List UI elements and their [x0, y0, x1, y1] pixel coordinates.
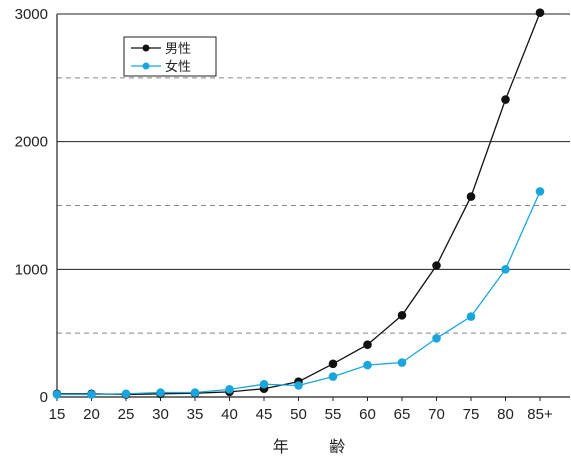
y-tick-label-1000: 1000	[15, 261, 48, 278]
x-tick-label-70: 70	[428, 406, 445, 423]
point-s1-85+	[535, 8, 545, 18]
point-s2-15	[52, 390, 62, 399]
point-s2-70	[432, 333, 441, 343]
point-s1-75	[466, 192, 476, 201]
y-tick-label-0: 0	[40, 389, 48, 406]
point-s2-45	[259, 379, 269, 389]
x-tick-label-55: 55	[325, 406, 342, 423]
point-s1-70	[432, 261, 441, 270]
point-s2-40	[225, 385, 234, 394]
point-s2-80	[501, 265, 510, 274]
x-axis-label: 年 齢	[273, 438, 363, 456]
x-tick-label-30: 30	[152, 406, 169, 423]
point-s1-55	[328, 359, 338, 369]
x-tick-label-25: 25	[118, 406, 135, 423]
point-s2-30	[156, 388, 165, 397]
legend-label-female: 女性	[165, 59, 191, 74]
series	[52, 8, 545, 399]
x-tick-label-80: 80	[497, 406, 514, 423]
point-s2-50	[294, 381, 303, 390]
point-s2-55	[328, 372, 338, 381]
series-line-2	[57, 191, 541, 396]
point-s2-65	[397, 358, 407, 367]
x-tick-label-20: 20	[83, 406, 100, 423]
tick-labels: 15 20 25 30 35 40 45 50 55 60 65 70 75 80 85+ 0 1000 2000…	[15, 6, 553, 423]
legend-marker-female	[142, 62, 150, 70]
point-s1-60	[363, 340, 372, 349]
x-tick-label-60: 60	[359, 406, 376, 423]
y-tick-label-3000: 3000	[15, 6, 48, 23]
x-tick-label-40: 40	[221, 406, 238, 423]
point-s1-80	[501, 95, 510, 104]
x-tick-label-50: 50	[290, 406, 307, 423]
point-s2-60	[363, 360, 372, 370]
x-tick-label-15: 15	[49, 406, 66, 423]
y-tick-label-2000: 2000	[15, 134, 48, 151]
point-s2-20	[87, 390, 96, 399]
point-s2-75	[466, 312, 476, 321]
x-tick-label-35: 35	[187, 406, 204, 423]
point-s2-35	[190, 388, 200, 397]
point-s2-25	[121, 389, 131, 399]
legend-box	[123, 36, 217, 77]
point-s2-85+	[535, 187, 545, 196]
grid-lines	[57, 13, 570, 334]
x-tick-label-75: 75	[463, 406, 480, 423]
legend-marker-male	[142, 44, 150, 52]
x-tick-label-85+: 85+	[527, 406, 553, 423]
legend: 男性 女性	[123, 36, 217, 77]
point-s1-65	[397, 310, 407, 320]
x-tick-label-45: 45	[256, 406, 273, 423]
x-tick-label-65: 65	[394, 406, 411, 423]
legend-label-male: 男性	[165, 41, 191, 56]
